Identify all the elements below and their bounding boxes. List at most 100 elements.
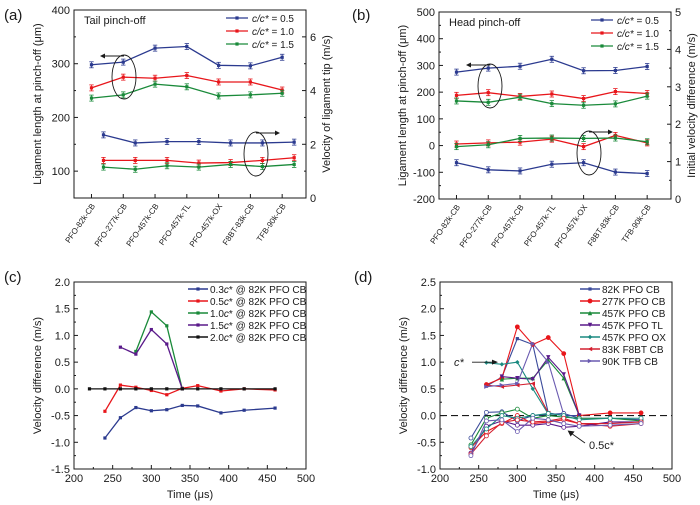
data-series — [454, 92, 650, 109]
data-point — [515, 381, 520, 386]
data-point — [149, 387, 153, 391]
data-point — [561, 421, 567, 426]
data-point — [133, 141, 137, 145]
arrowhead-icon — [492, 359, 498, 365]
panel-label: (c) — [4, 269, 22, 286]
x-tick-label: PFO-457k-TL — [157, 202, 192, 247]
y-tick-label: 1.0 — [55, 330, 70, 342]
y-tick-label: 500 — [417, 7, 435, 19]
data-point — [87, 387, 92, 391]
panel-b: -200 -100 0 100 200 300 400 500 Ligament length … — [397, 7, 698, 250]
data-point — [550, 102, 554, 106]
x-tick-label: PFO-82k-CB — [428, 203, 462, 246]
legend-entry: c/c* = 0.5 — [591, 16, 659, 27]
x-tick-label: 350 — [181, 473, 199, 485]
legend-label-part: c — [224, 297, 229, 308]
x-tick-label: 450 — [624, 473, 642, 485]
data-point — [248, 80, 252, 84]
data-point — [550, 57, 554, 61]
series-line — [470, 417, 642, 456]
data-point — [196, 387, 200, 391]
y2-tick-label: 4 — [310, 86, 316, 98]
annotation-text: c* — [454, 357, 465, 369]
data-point — [273, 387, 277, 391]
annotation-text: Tail pinch-off — [84, 15, 146, 27]
data-point — [292, 140, 296, 144]
data-point — [229, 141, 233, 145]
data-point — [561, 351, 567, 356]
x-tick-label: 300 — [142, 473, 160, 485]
series-line — [486, 342, 565, 415]
data-series — [134, 310, 184, 391]
data-point — [515, 337, 519, 341]
data-series — [454, 55, 650, 76]
legend-label-italic: c/c* — [252, 27, 270, 38]
data-series — [454, 159, 650, 177]
data-point — [185, 73, 189, 78]
data-point — [134, 352, 138, 356]
data-point — [613, 136, 617, 140]
data-point — [545, 335, 551, 340]
plot-frame — [73, 9, 307, 199]
data-point — [582, 161, 586, 165]
data-point — [499, 374, 505, 379]
legend-label-part: * @ 82K PFO CB — [229, 333, 307, 344]
x-tick-label: 400 — [219, 473, 237, 485]
y-tick-label: 400 — [52, 5, 70, 17]
x-tick-label: PFO-457k-OX — [188, 201, 225, 248]
data-point — [514, 422, 520, 428]
panel-a: 100 200 300 400 Ligament length at pinch-off… — [32, 5, 333, 249]
data-series — [101, 131, 297, 147]
data-point — [499, 377, 505, 382]
data-point — [118, 387, 122, 391]
legend-label-part: 0.5 — [210, 297, 224, 308]
y2-tick-label: 2 — [675, 119, 681, 131]
data-point — [165, 408, 169, 412]
legend-label-value: = 1.5 — [269, 40, 295, 51]
data-point — [454, 161, 459, 165]
y-tick-label: -0.5 — [417, 437, 436, 449]
data-point — [118, 416, 122, 420]
y-tick-label: 100 — [52, 166, 70, 178]
legend-marker — [587, 334, 593, 340]
data-series — [454, 88, 650, 102]
axis-indicator-ellipse — [477, 63, 503, 109]
data-point — [101, 133, 106, 137]
data-series — [118, 327, 184, 391]
data-point — [273, 406, 277, 410]
data-point — [518, 136, 522, 141]
data-point — [545, 411, 551, 416]
data-point — [638, 421, 644, 426]
legend-marker — [600, 18, 604, 22]
legend-entry: c/c* = 0.5 — [226, 14, 294, 25]
data-point — [582, 136, 586, 141]
data-point — [518, 169, 522, 173]
legend-label: 90K TFB CB — [602, 357, 658, 368]
legend-label-value: = 1.5 — [634, 42, 660, 53]
arrowhead-icon — [608, 129, 613, 135]
data-point — [165, 158, 169, 162]
data-point — [645, 140, 649, 144]
x-tick-label: 500 — [297, 473, 315, 485]
legend-label-part: c — [224, 321, 229, 332]
y-tick-label: 200 — [52, 112, 70, 124]
legend-marker — [600, 44, 604, 48]
panel-d: -1.0 -0.5 0.0 0.5 1.0 1.5 2.0 2.5 Velocity diffe… — [398, 277, 681, 501]
legend-label: 2.0c* @ 82K PFO CB — [210, 333, 307, 344]
data-point — [530, 377, 535, 382]
data-point — [165, 164, 169, 168]
data-point — [180, 403, 184, 408]
legend-entry: 1.5c* @ 82K PFO CB — [188, 321, 307, 332]
y2-tick-label: 2 — [310, 139, 316, 151]
y2-tick-label: 3 — [675, 82, 681, 94]
data-point — [483, 409, 489, 415]
data-point — [483, 418, 489, 424]
data-point — [149, 327, 153, 332]
legend-label-part: 1.5 — [210, 321, 224, 332]
annotation-c-star: c* — [454, 357, 465, 369]
legend-label: c/c* = 1.5 — [617, 42, 659, 53]
data-point — [514, 417, 520, 423]
y-tick-label: -1.0 — [51, 437, 70, 449]
y-tick-label: -1.5 — [51, 464, 70, 476]
data-point — [165, 393, 169, 397]
